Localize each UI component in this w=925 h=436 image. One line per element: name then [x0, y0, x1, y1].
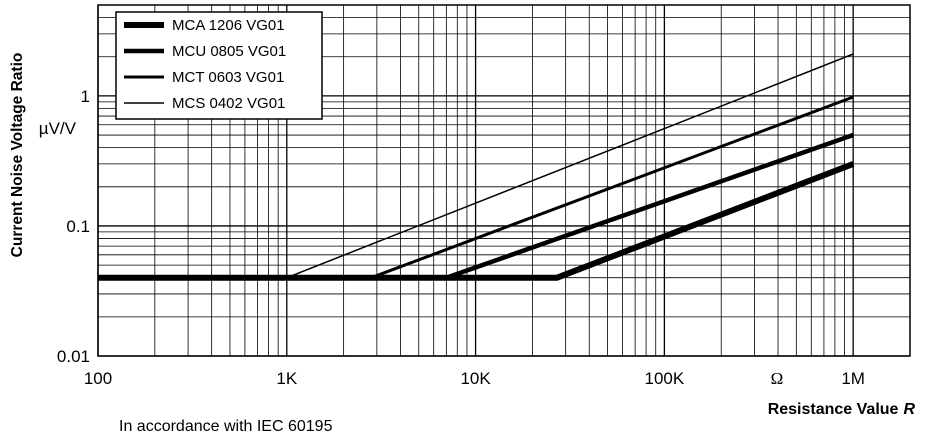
x-tick-label: 100K: [645, 369, 685, 388]
x-tick-label: 10K: [460, 369, 491, 388]
x-tick-label: 1M: [841, 369, 865, 388]
x-unit-label: Ω: [771, 369, 784, 388]
x-axis-variable: R: [903, 401, 915, 418]
y-axis-title: Current Noise Voltage Ratio: [9, 53, 26, 258]
x-tick-labels: 100 1K 10K 100K 1M: [84, 369, 865, 388]
series-layer: [98, 53, 855, 281]
legend-box: [115, 11, 323, 120]
legend-label: MCS 0402 VG01: [172, 95, 285, 112]
x-tick-label: 1K: [276, 369, 297, 388]
plot-frame: [97, 4, 911, 357]
y-tick-label: 0.1: [66, 217, 90, 236]
standard-note: In accordance with IEC 60195: [119, 418, 333, 435]
y-tick-label: 0.01: [57, 347, 90, 366]
legend: MCA 1206 VG01 MCU 0805 VG01 MCT 0603 VG01 M…: [115, 11, 323, 120]
y-tick-label: 1: [81, 87, 90, 106]
legend-label: MCA 1206 VG01: [172, 17, 285, 34]
x-axis-title-text: Resistance Value: [768, 401, 899, 418]
y-tick-labels: 0.01 0.1 1: [57, 87, 90, 366]
series-line: [98, 53, 854, 279]
x-tick-label: 100: [84, 369, 112, 388]
legend-label: MCT 0603 VG01: [172, 69, 284, 86]
legend-label: MCU 0805 VG01: [172, 43, 286, 60]
x-axis-title: Resistance Value R: [768, 401, 916, 418]
y-unit-label: µV/V: [39, 119, 77, 138]
